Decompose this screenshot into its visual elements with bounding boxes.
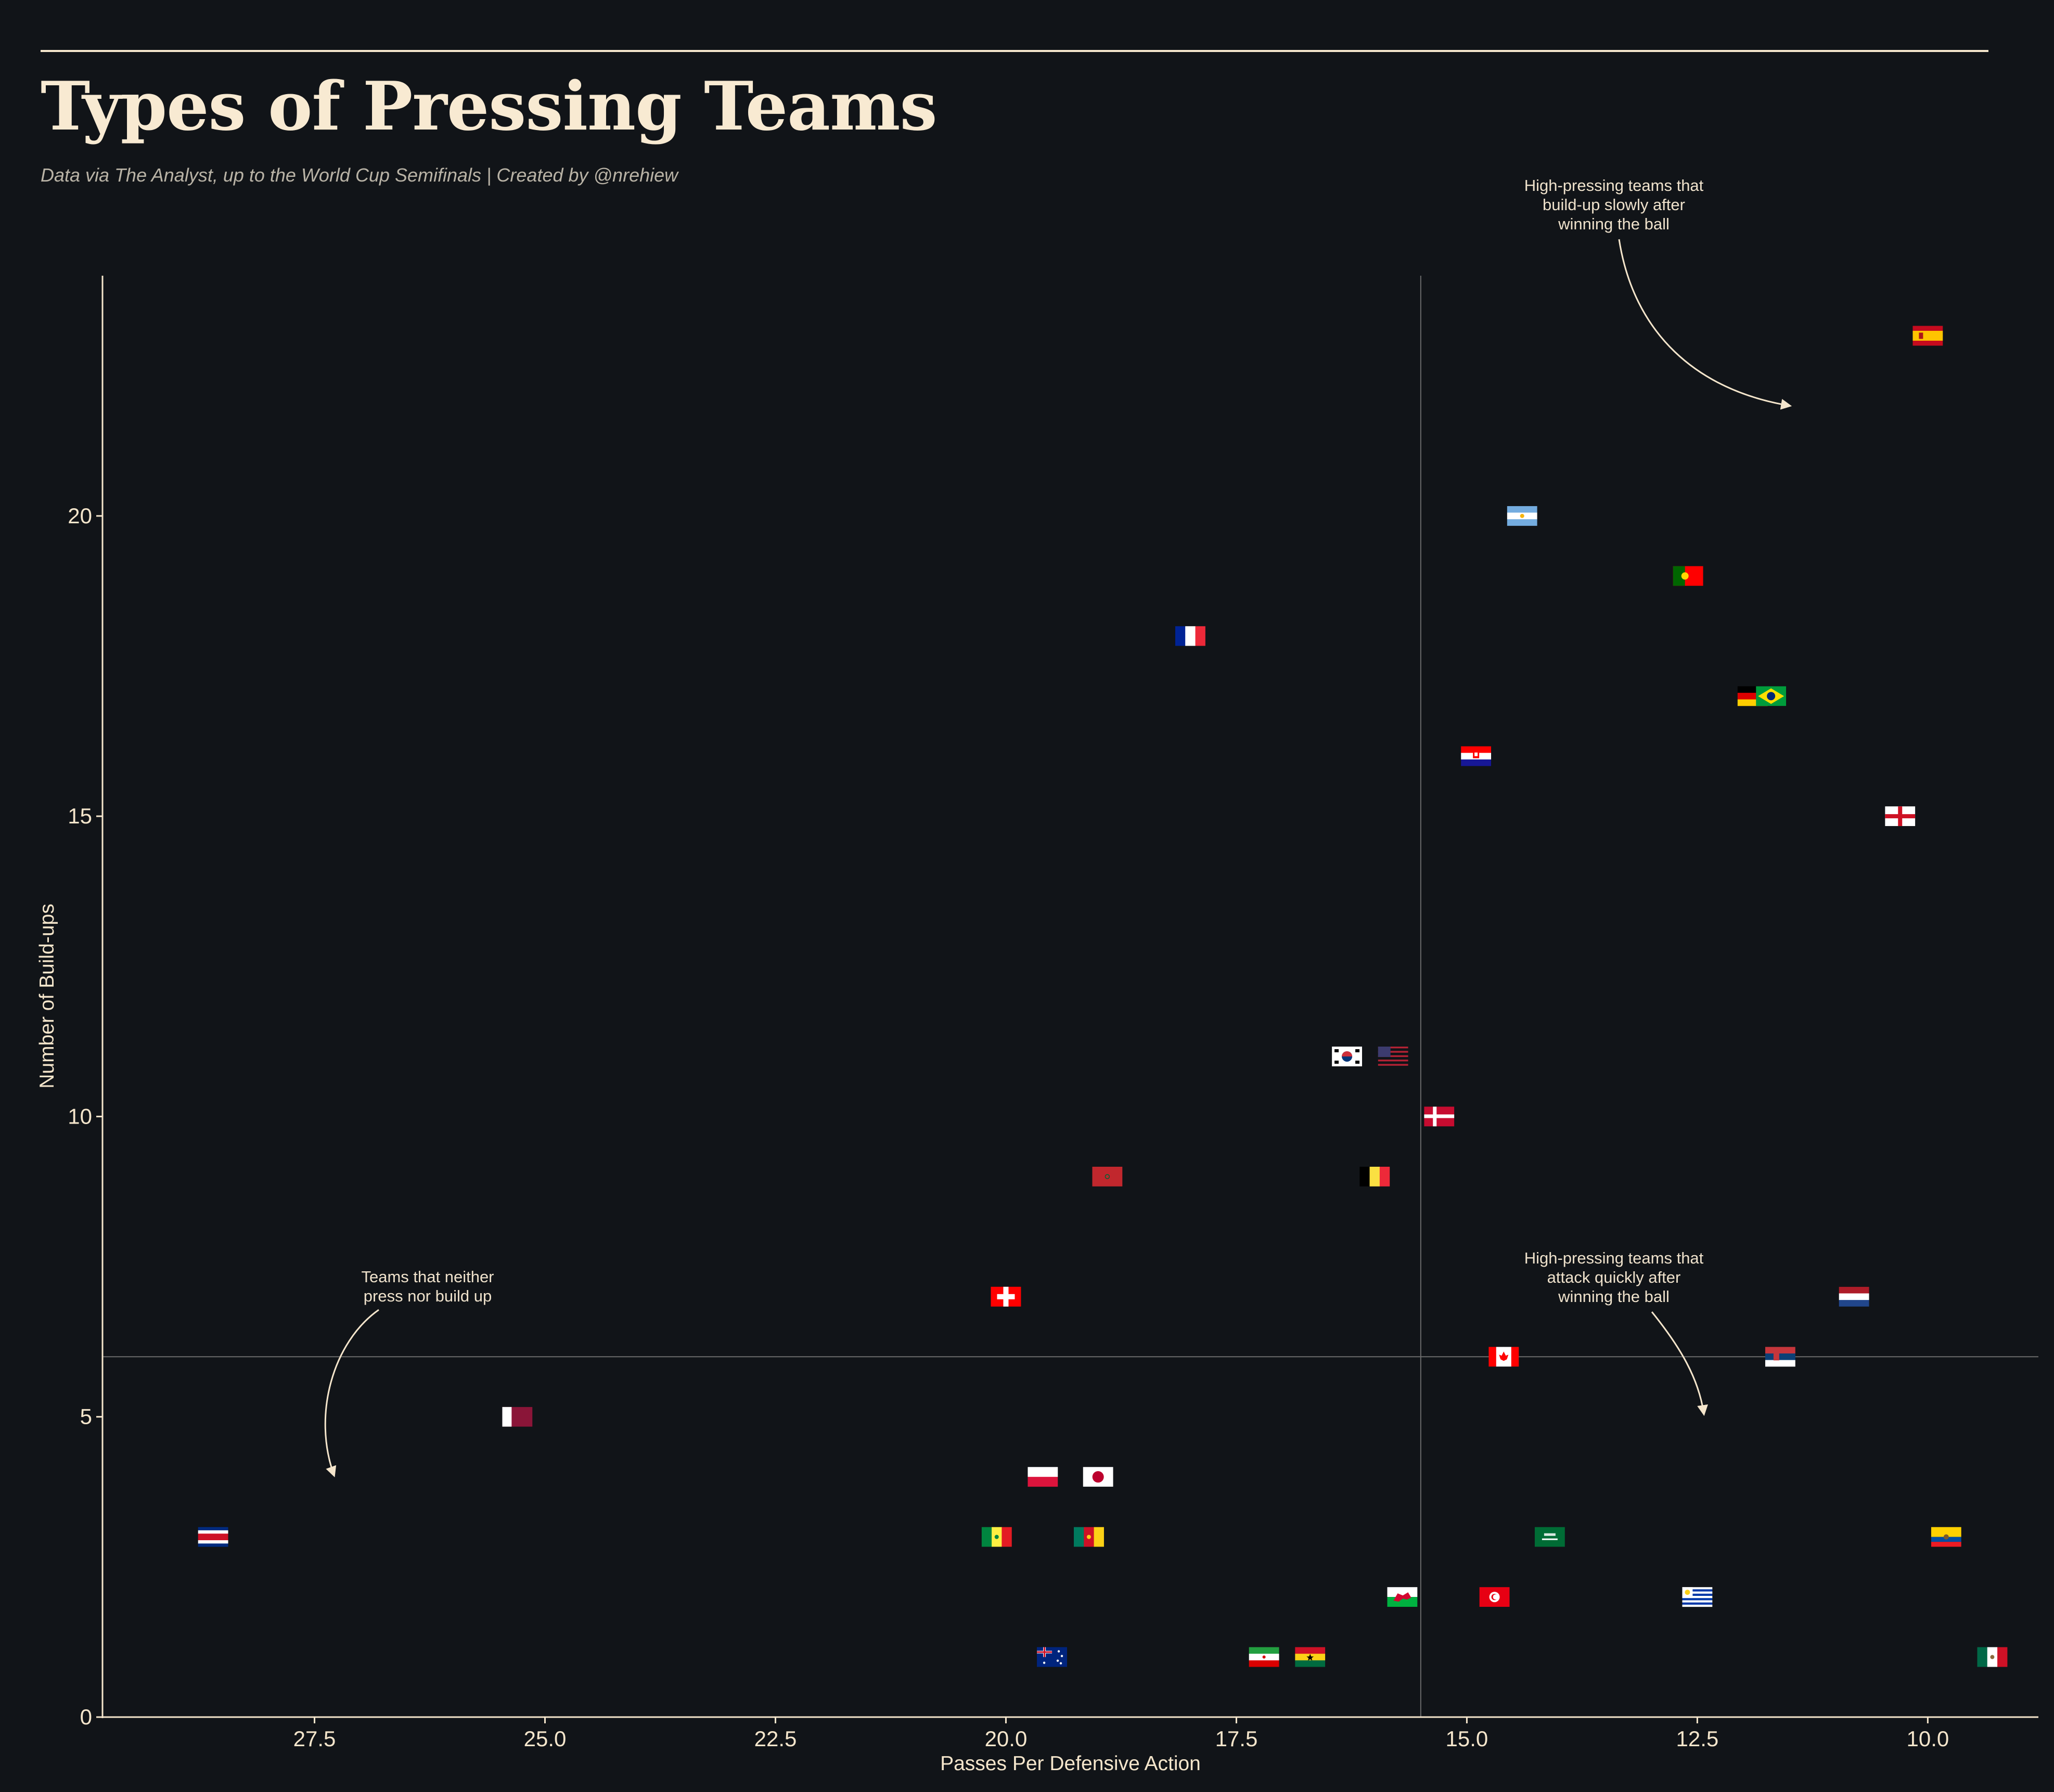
data-point-switzerland-flag-icon: Switzerland bbox=[991, 1286, 1021, 1307]
y-tick-label: 20 bbox=[68, 504, 92, 528]
y-tick-label: 15 bbox=[68, 804, 92, 828]
data-point-argentina-flag-icon: Argentina bbox=[1507, 506, 1537, 526]
chart-title: Types of Pressing Teams bbox=[41, 68, 938, 146]
annotation-line: attack quickly after bbox=[1547, 1268, 1681, 1286]
data-point-belgium-flag-icon: Belgium bbox=[1359, 1166, 1390, 1187]
annotation-line: winning the ball bbox=[1558, 215, 1670, 233]
top-rule bbox=[41, 50, 1988, 52]
x-tick-label: 17.5 bbox=[1215, 1726, 1258, 1751]
data-point-ghana-flag-icon: Ghana bbox=[1295, 1647, 1326, 1667]
annotation-line: build-up slowly after bbox=[1543, 196, 1685, 214]
data-point-portugal-flag-icon: Portugal bbox=[1673, 566, 1703, 586]
x-tick-label: 15.0 bbox=[1446, 1726, 1488, 1751]
data-point-japan-flag-icon: Japan bbox=[1083, 1467, 1113, 1487]
annotation-line: winning the ball bbox=[1558, 1287, 1670, 1306]
x-tick-label: 10.0 bbox=[1906, 1726, 1949, 1751]
annotation-line: High-pressing teams that bbox=[1524, 1249, 1704, 1267]
x-tick-label: 27.5 bbox=[293, 1726, 336, 1751]
data-point-croatia-flag-icon: Croatia bbox=[1461, 746, 1492, 766]
y-tick-label: 10 bbox=[68, 1104, 92, 1128]
data-point-denmark-flag-icon: Denmark bbox=[1424, 1106, 1455, 1127]
data-point-tunisia-flag-icon: Tunisia bbox=[1479, 1587, 1510, 1607]
annotation-arrow-bottom-left bbox=[324, 1309, 379, 1477]
data-point-wales-flag-icon: Wales bbox=[1387, 1587, 1418, 1607]
y-tick-label: 0 bbox=[80, 1705, 92, 1729]
data-point-uruguay-flag-icon: Uruguay bbox=[1682, 1587, 1713, 1607]
data-point-usa-flag-icon: United States bbox=[1378, 1046, 1408, 1066]
data-point-costarica-flag-icon: Costa Rica bbox=[198, 1527, 228, 1547]
data-point-netherlands-flag-icon: Netherlands bbox=[1839, 1286, 1869, 1307]
data-point-australia-flag-icon: Australia bbox=[1037, 1647, 1068, 1667]
x-tick-label: 25.0 bbox=[524, 1726, 567, 1751]
data-point-ecuador-flag-icon: Ecuador bbox=[1931, 1527, 1961, 1547]
x-tick-label: 12.5 bbox=[1676, 1726, 1719, 1751]
annotation-top-right: High-pressing teams that build-up slowly… bbox=[1505, 176, 1723, 234]
y-axis-label: Number of Build-ups bbox=[36, 904, 58, 1089]
annotation-arrow-bottom-right bbox=[1651, 1311, 1708, 1416]
y-tick-label: 5 bbox=[80, 1404, 92, 1429]
data-point-poland-flag-icon: Poland bbox=[1028, 1467, 1058, 1487]
data-point-morocco-flag-icon: Morocco bbox=[1092, 1166, 1123, 1187]
chart-subtitle: Data via The Analyst, up to the World Cu… bbox=[41, 164, 678, 186]
data-point-brazil-flag-icon: Brazil bbox=[1756, 686, 1787, 706]
data-point-senegal-flag-icon: Senegal bbox=[981, 1527, 1012, 1547]
annotation-bottom-left: Teams that neither press nor build up bbox=[318, 1267, 537, 1306]
data-point-spain-flag-icon: Spain bbox=[1912, 326, 1943, 346]
annotation-line: Teams that neither bbox=[361, 1268, 494, 1286]
annotation-line: press nor build up bbox=[363, 1287, 492, 1305]
annotation-bottom-right: High-pressing teams that attack quickly … bbox=[1505, 1248, 1723, 1306]
data-point-saudi-flag-icon: Saudi Arabia bbox=[1534, 1527, 1565, 1547]
data-point-england-flag-icon: England bbox=[1885, 806, 1916, 827]
data-point-korea-flag-icon: South Korea bbox=[1332, 1046, 1363, 1066]
data-point-qatar-flag-icon: Qatar bbox=[502, 1407, 533, 1427]
x-axis-label: Passes Per Defensive Action bbox=[940, 1752, 1201, 1775]
data-point-cameroon-flag-icon: Cameroon bbox=[1073, 1527, 1104, 1547]
annotation-line: High-pressing teams that bbox=[1524, 176, 1704, 195]
data-point-mexico-flag-icon: Mexico bbox=[1977, 1647, 2008, 1667]
data-point-canada-flag-icon: Canada bbox=[1488, 1347, 1519, 1367]
data-point-france-flag-icon: France bbox=[1175, 626, 1205, 646]
annotation-arrow-top-right bbox=[1618, 239, 1792, 410]
x-tick-label: 22.5 bbox=[754, 1726, 797, 1751]
x-tick-label: 20.0 bbox=[985, 1726, 1028, 1751]
data-point-serbia-flag-icon: Serbia bbox=[1765, 1347, 1795, 1367]
data-point-iran-flag-icon: Iran bbox=[1249, 1647, 1279, 1667]
